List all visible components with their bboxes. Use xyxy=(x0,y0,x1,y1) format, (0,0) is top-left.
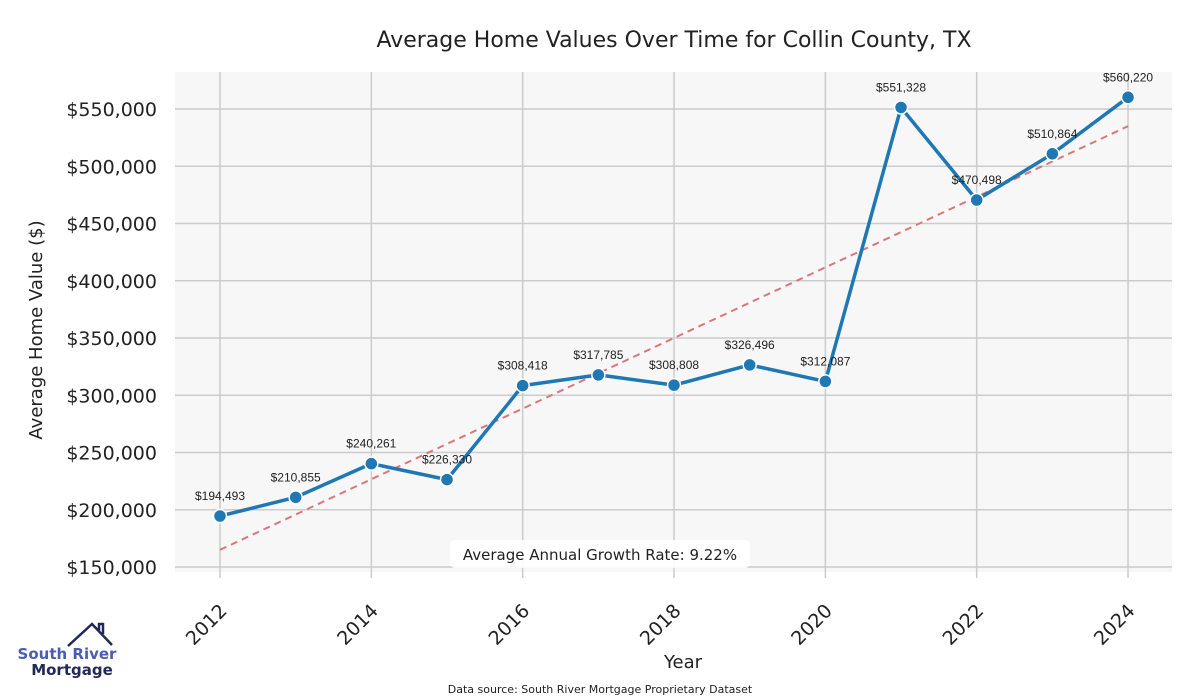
y-tick-label: $350,000 xyxy=(66,328,157,350)
data-label: $317,785 xyxy=(573,348,623,362)
logo-line1: South River xyxy=(18,645,118,663)
growth-rate-annotation: Average Annual Growth Rate: 9.22% xyxy=(463,546,737,564)
data-source: Data source: South River Mortgage Propri… xyxy=(448,683,753,696)
data-point xyxy=(515,378,530,393)
x-tick-label: 2024 xyxy=(1090,600,1140,650)
data-label: $312,087 xyxy=(800,354,850,368)
y-tick-label: $200,000 xyxy=(66,500,157,522)
y-tick-label: $250,000 xyxy=(66,443,157,465)
x-tick-label: 2018 xyxy=(636,600,686,650)
x-axis-label: Year xyxy=(663,652,703,673)
data-label: $226,330 xyxy=(422,453,472,467)
logo: South River Mortgage xyxy=(18,622,118,679)
data-point xyxy=(742,357,757,373)
house-icon xyxy=(67,622,113,647)
data-point xyxy=(288,490,303,505)
logo-line2: Mortgage xyxy=(31,661,113,679)
data-point xyxy=(666,377,682,393)
y-tick-label: $150,000 xyxy=(66,557,157,579)
data-label: $470,498 xyxy=(952,173,1002,187)
data-point xyxy=(212,508,228,524)
data-label: $560,220 xyxy=(1103,70,1153,84)
growth-rate-box xyxy=(450,540,750,568)
data-label: $194,493 xyxy=(195,489,245,503)
data-point xyxy=(818,374,833,389)
data-point xyxy=(1045,146,1060,162)
chart-title: Average Home Values Over Time for Collin… xyxy=(376,28,971,53)
y-tick-label: $300,000 xyxy=(66,385,157,407)
data-point xyxy=(439,472,455,487)
x-tick-label: 2014 xyxy=(333,600,383,650)
x-tick-label: 2020 xyxy=(787,600,837,650)
x-tick-label: 2012 xyxy=(182,600,232,650)
data-label: $510,864 xyxy=(1027,127,1077,141)
y-tick-label: $450,000 xyxy=(66,214,157,236)
data-point xyxy=(591,367,606,383)
data-label: $326,496 xyxy=(725,338,775,352)
data-point xyxy=(893,100,909,115)
data-label: $240,261 xyxy=(346,437,396,451)
x-tick-label: 2016 xyxy=(484,600,534,650)
y-tick-label: $400,000 xyxy=(66,271,157,293)
data-label: $551,328 xyxy=(876,80,926,94)
data-label: $210,855 xyxy=(271,470,321,484)
data-label: $308,808 xyxy=(649,358,699,372)
data-label: $308,418 xyxy=(498,359,548,373)
y-axis-label: Average Home Value ($) xyxy=(26,220,47,439)
data-point xyxy=(364,456,379,471)
y-tick-label: $500,000 xyxy=(66,156,157,178)
y-tick-label: $550,000 xyxy=(66,99,157,121)
data-point xyxy=(969,192,984,208)
data-point xyxy=(1120,90,1136,105)
x-tick-label: 2022 xyxy=(938,600,988,650)
